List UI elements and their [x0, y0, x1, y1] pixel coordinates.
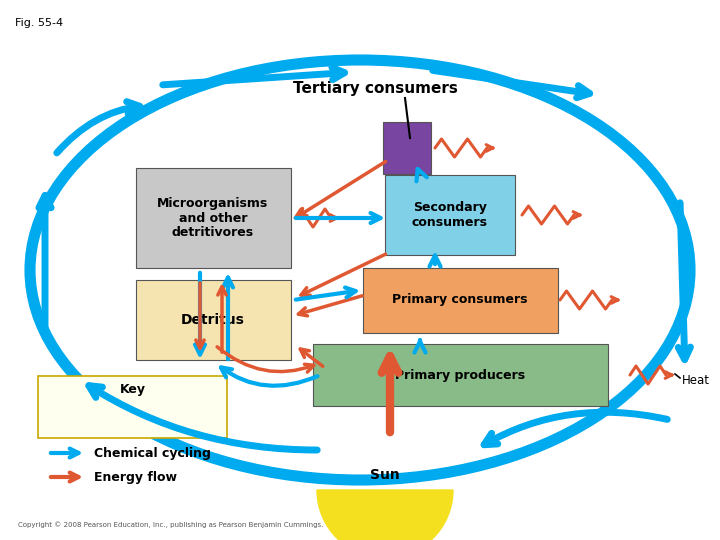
Text: Primary consumers: Primary consumers [392, 294, 528, 307]
FancyBboxPatch shape [362, 267, 557, 333]
Text: Chemical cycling: Chemical cycling [94, 447, 211, 460]
Text: Key: Key [120, 383, 145, 396]
Wedge shape [317, 490, 453, 540]
Text: Microorganisms
and other
detritivores: Microorganisms and other detritivores [158, 197, 269, 240]
FancyBboxPatch shape [135, 168, 290, 268]
Text: Heat: Heat [682, 374, 710, 387]
Text: Sun: Sun [370, 468, 400, 482]
FancyBboxPatch shape [385, 175, 515, 255]
Text: Detritus: Detritus [181, 313, 245, 327]
FancyBboxPatch shape [312, 344, 608, 406]
Text: Copyright © 2008 Pearson Education, Inc., publishing as Pearson Benjamin Cumming: Copyright © 2008 Pearson Education, Inc.… [18, 521, 323, 528]
Text: Tertiary consumers: Tertiary consumers [292, 80, 457, 96]
Text: Energy flow: Energy flow [94, 470, 177, 483]
FancyBboxPatch shape [38, 376, 227, 438]
Text: Fig. 55-4: Fig. 55-4 [15, 18, 63, 28]
FancyBboxPatch shape [135, 280, 290, 360]
FancyBboxPatch shape [383, 122, 431, 174]
Text: Primary producers: Primary producers [395, 368, 525, 381]
Text: Secondary
consumers: Secondary consumers [412, 201, 488, 229]
